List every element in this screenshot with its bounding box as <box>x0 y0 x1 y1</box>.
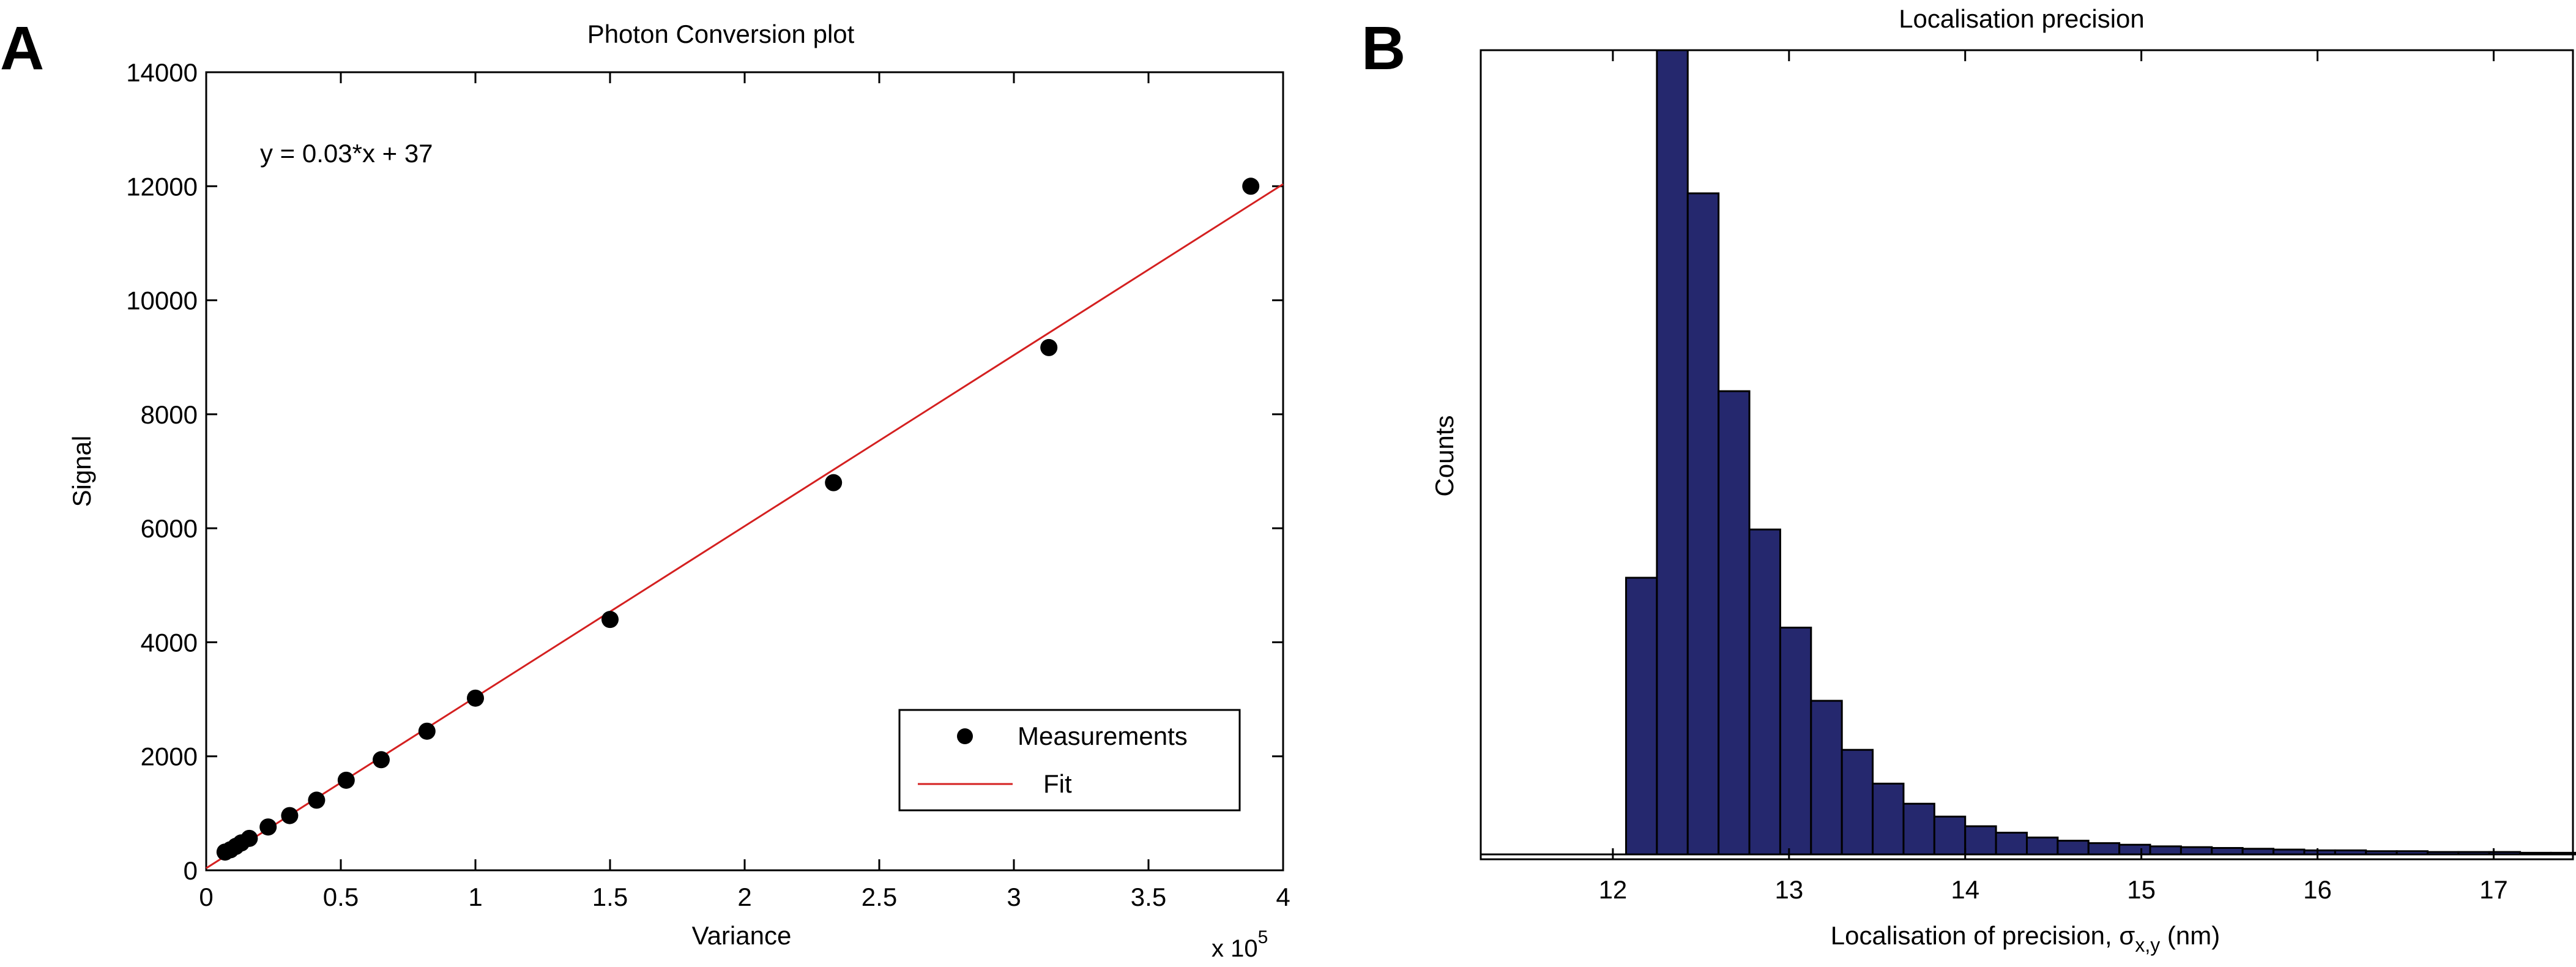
x-multiplier-exponent: 5 <box>1258 927 1268 947</box>
histogram-bar <box>1995 832 2028 856</box>
histogram-bar <box>2211 846 2244 856</box>
y-tick-label-a: 2000 <box>141 742 198 771</box>
histogram-bar <box>1718 390 1751 856</box>
x-tick-label-b: 17 <box>2479 875 2508 904</box>
measurement-point <box>337 771 355 789</box>
histogram-bar <box>1872 782 1905 856</box>
x-multiplier-text: x 10 <box>1212 935 1258 962</box>
x-tick-labels-b: 12 13 14 15 16 17 <box>1599 875 2508 904</box>
x-tick-label-a: 1 <box>468 883 482 911</box>
x-tick-label-b: 12 <box>1599 875 1628 904</box>
histogram-bar <box>2180 846 2213 856</box>
x-tick-labels-a: 0 0.5 1 1.5 2 2.5 3 3.5 4 <box>199 883 1290 911</box>
histogram-bar <box>1656 49 1689 856</box>
plot-area-b <box>1480 49 2574 861</box>
measurement-point <box>1040 338 1058 356</box>
x-tick-label-a: 1.5 <box>592 883 628 911</box>
x-tick-label-b: 13 <box>1774 875 1803 904</box>
y-axis-label-a: Signal <box>67 436 96 507</box>
legend-label-fit: Fit <box>1043 769 1072 798</box>
measurement-points <box>216 177 1260 861</box>
legend-label-measurements: Measurements <box>1018 722 1188 750</box>
histogram-bar <box>2149 845 2182 856</box>
y-tick-labels-a: 0 2000 4000 6000 8000 10000 12000 14000 <box>126 58 198 885</box>
y-tick-label-a: 0 <box>184 856 198 885</box>
histogram-bar <box>1686 192 1720 856</box>
x-tick-label-b: 14 <box>1951 875 1979 904</box>
measurement-point <box>308 791 326 809</box>
measurement-point <box>281 807 299 824</box>
chart-title-b: Localisation precision <box>1899 4 2145 33</box>
x-tick-label-a: 2.5 <box>862 883 897 911</box>
x-axis-label-a: Variance <box>692 921 792 950</box>
measurement-point <box>259 818 277 836</box>
panel-label-a: A <box>0 14 44 83</box>
y-tick-label-a: 14000 <box>126 58 198 87</box>
y-tick-label-a: 8000 <box>141 400 198 429</box>
y-tick-label-a: 12000 <box>126 172 198 201</box>
measurement-point <box>825 474 843 491</box>
x-tick-label-a: 0.5 <box>323 883 359 911</box>
histogram-bar <box>1964 825 1997 856</box>
panel-label-b: B <box>1361 14 1405 83</box>
histogram-bar <box>2026 836 2059 856</box>
histogram-bar <box>2087 842 2121 856</box>
histogram-bar <box>1841 749 1874 856</box>
measurement-point <box>373 751 390 769</box>
measurement-point <box>467 689 484 707</box>
x-tick-label-a: 0 <box>199 883 213 911</box>
histogram-bar <box>1625 577 1658 856</box>
histogram-bar <box>2057 840 2090 856</box>
histogram-bar <box>2118 843 2151 856</box>
measurement-point <box>418 722 436 740</box>
histogram-bar <box>1902 802 1935 856</box>
x-axis-label-subscript: x,y <box>2135 934 2160 956</box>
legend-box <box>898 709 1241 812</box>
x-axis-label-text: Localisation of precision, σ <box>1831 921 2135 950</box>
histogram-bar <box>1933 815 1967 856</box>
histogram-bars <box>1625 49 2576 856</box>
y-tick-label-a: 10000 <box>126 286 198 315</box>
measurement-point <box>1242 177 1260 195</box>
x-tick-label-a: 4 <box>1276 883 1290 911</box>
fit-equation-annotation: y = 0.03*x + 37 <box>260 139 433 168</box>
axis-ticks-a <box>205 71 1284 872</box>
x-tick-label-a: 2 <box>737 883 751 911</box>
legend-a: Measurements Fit <box>898 709 1241 812</box>
x-tick-label-b: 15 <box>2127 875 2156 904</box>
panel-a: A Photon Conversion plot 0 0.5 1 1.5 2 2.5 3 3.… <box>0 14 1290 962</box>
legend-marker-measurements <box>957 728 973 744</box>
x-axis-label-unit: (nm) <box>2160 921 2220 950</box>
panel-b: B Localisation precision 12 13 14 15 16 17 Lo… <box>1361 4 2576 956</box>
histogram-bar <box>1748 528 1781 856</box>
histogram-bar <box>1779 626 1812 856</box>
x-tick-label-b: 16 <box>2303 875 2332 904</box>
histogram-bar <box>1810 700 1843 856</box>
measurement-point <box>601 611 619 629</box>
x-tick-label-a: 3 <box>1007 883 1021 911</box>
y-tick-label-a: 6000 <box>141 514 198 543</box>
x-tick-label-a: 3.5 <box>1131 883 1166 911</box>
y-axis-label-b: Counts <box>1430 415 1459 496</box>
x-axis-label-b: Localisation of precision, σx,y (nm) <box>1831 921 2220 956</box>
axis-ticks-b <box>1612 50 2495 859</box>
y-tick-label-a: 4000 <box>141 628 198 657</box>
chart-title-a: Photon Conversion plot <box>587 20 855 48</box>
measurement-point <box>240 829 258 847</box>
x-multiplier-a: x 105 <box>1212 927 1268 962</box>
